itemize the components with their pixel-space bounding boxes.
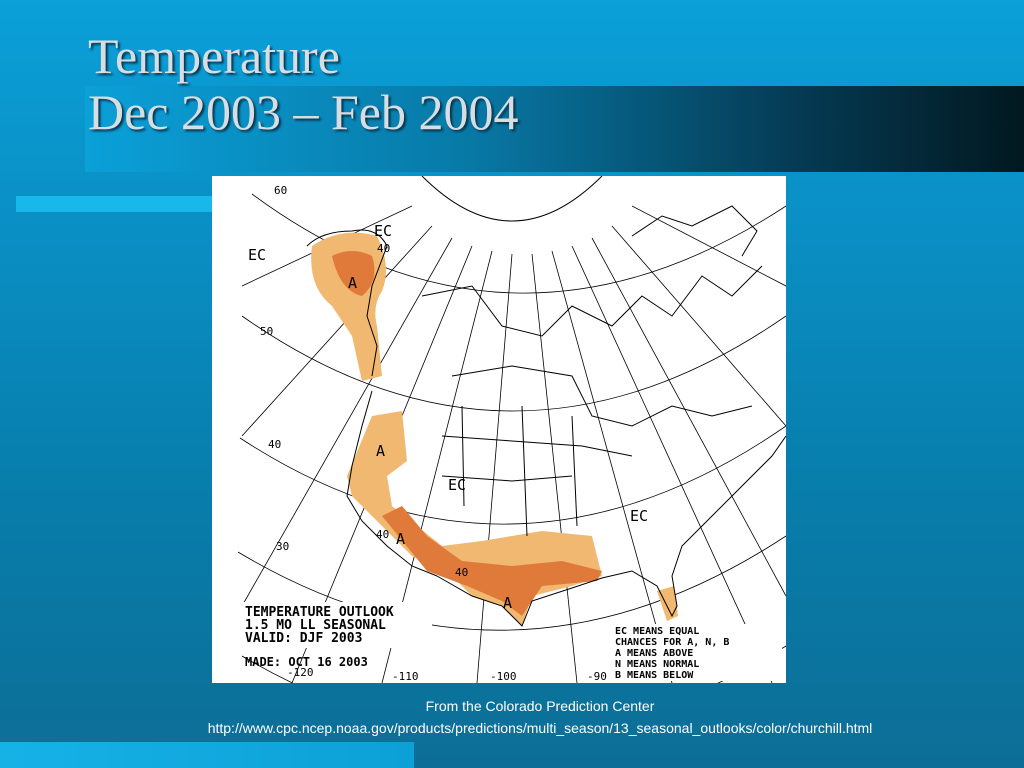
prob-40-south: 40	[455, 566, 468, 579]
prob-40-west: 40	[376, 528, 389, 541]
temperature-outlook-map: 60 50 40 30 -120 -110 -100 -90 EC EC EC …	[212, 176, 786, 683]
source-caption: From the Colorado Prediction Center	[425, 698, 655, 714]
lat-label-40: 40	[268, 438, 281, 451]
lat-label-30: 30	[276, 540, 289, 553]
a-label-south: A	[503, 594, 512, 612]
slide-title: Temperature Dec 2003 – Feb 2004	[88, 28, 519, 140]
above-normal-shading	[311, 232, 678, 626]
made-date: MADE: OCT 16 2003	[245, 655, 368, 669]
outlook-line-1: TEMPERATURE OUTLOOK	[245, 605, 394, 620]
lat-label-60: 60	[274, 184, 287, 197]
title-line-2: Dec 2003 – Feb 2004	[88, 84, 519, 140]
ec-label-alaska: EC	[248, 246, 266, 264]
florida-above-light	[657, 586, 678, 621]
legend-line-below: B MEANS BELOW	[615, 670, 694, 681]
outlook-text-backdrop	[242, 602, 432, 648]
south-above-dark	[382, 506, 602, 616]
outlook-line-2: 1.5 MO LL SEASONAL	[245, 618, 386, 633]
legend-line-above: A MEANS ABOVE	[615, 648, 693, 659]
top-gradient-bar	[85, 86, 1024, 172]
a-label-southwest: A	[396, 530, 405, 548]
ec-label-east: EC	[630, 507, 648, 525]
legend-backdrop	[612, 624, 782, 681]
map-svg: 60 50 40 30 -120 -110 -100 -90 EC EC EC …	[237, 176, 786, 683]
prob-40-alaska: 40	[377, 242, 390, 255]
accent-bar	[16, 196, 216, 212]
outlook-text-block: TEMPERATURE OUTLOOK 1.5 MO LL SEASONAL V…	[242, 602, 432, 669]
lon-label-110: -110	[392, 670, 419, 683]
legend-line-ec: EC MEANS EQUAL	[615, 626, 699, 637]
legend-line-chances: CHANCES FOR A, N, B	[615, 637, 729, 648]
coastlines	[306, 205, 786, 627]
bottom-accent-bar	[0, 742, 414, 768]
lon-label-100: -100	[490, 670, 517, 683]
polar-circle	[421, 176, 603, 222]
outlook-line-3: VALID: DJF 2003	[245, 631, 362, 646]
lon-label-90: -90	[587, 670, 607, 683]
region-labels: EC EC EC EC A A A A	[248, 222, 648, 612]
legend-line-normal: N MEANS NORMAL	[615, 659, 699, 670]
a-label-west: A	[376, 442, 385, 460]
lat-label-50: 50	[260, 325, 273, 338]
map-legend: EC MEANS EQUAL CHANCES FOR A, N, B A MEA…	[612, 624, 782, 681]
title-line-1: Temperature	[88, 28, 340, 84]
alaska-above-dark	[332, 251, 375, 296]
ec-label-central: EC	[448, 476, 466, 494]
probability-labels: 40 40 40	[376, 242, 468, 579]
ec-label-north: EC	[374, 222, 392, 240]
a-label-alaska: A	[348, 274, 357, 292]
source-url[interactable]: http://www.cpc.ncep.noaa.gov/products/pr…	[207, 720, 873, 736]
graticule-labels: 60 50 40 30 -120 -110 -100 -90	[260, 184, 607, 683]
lon-label-120: -120	[287, 666, 314, 679]
